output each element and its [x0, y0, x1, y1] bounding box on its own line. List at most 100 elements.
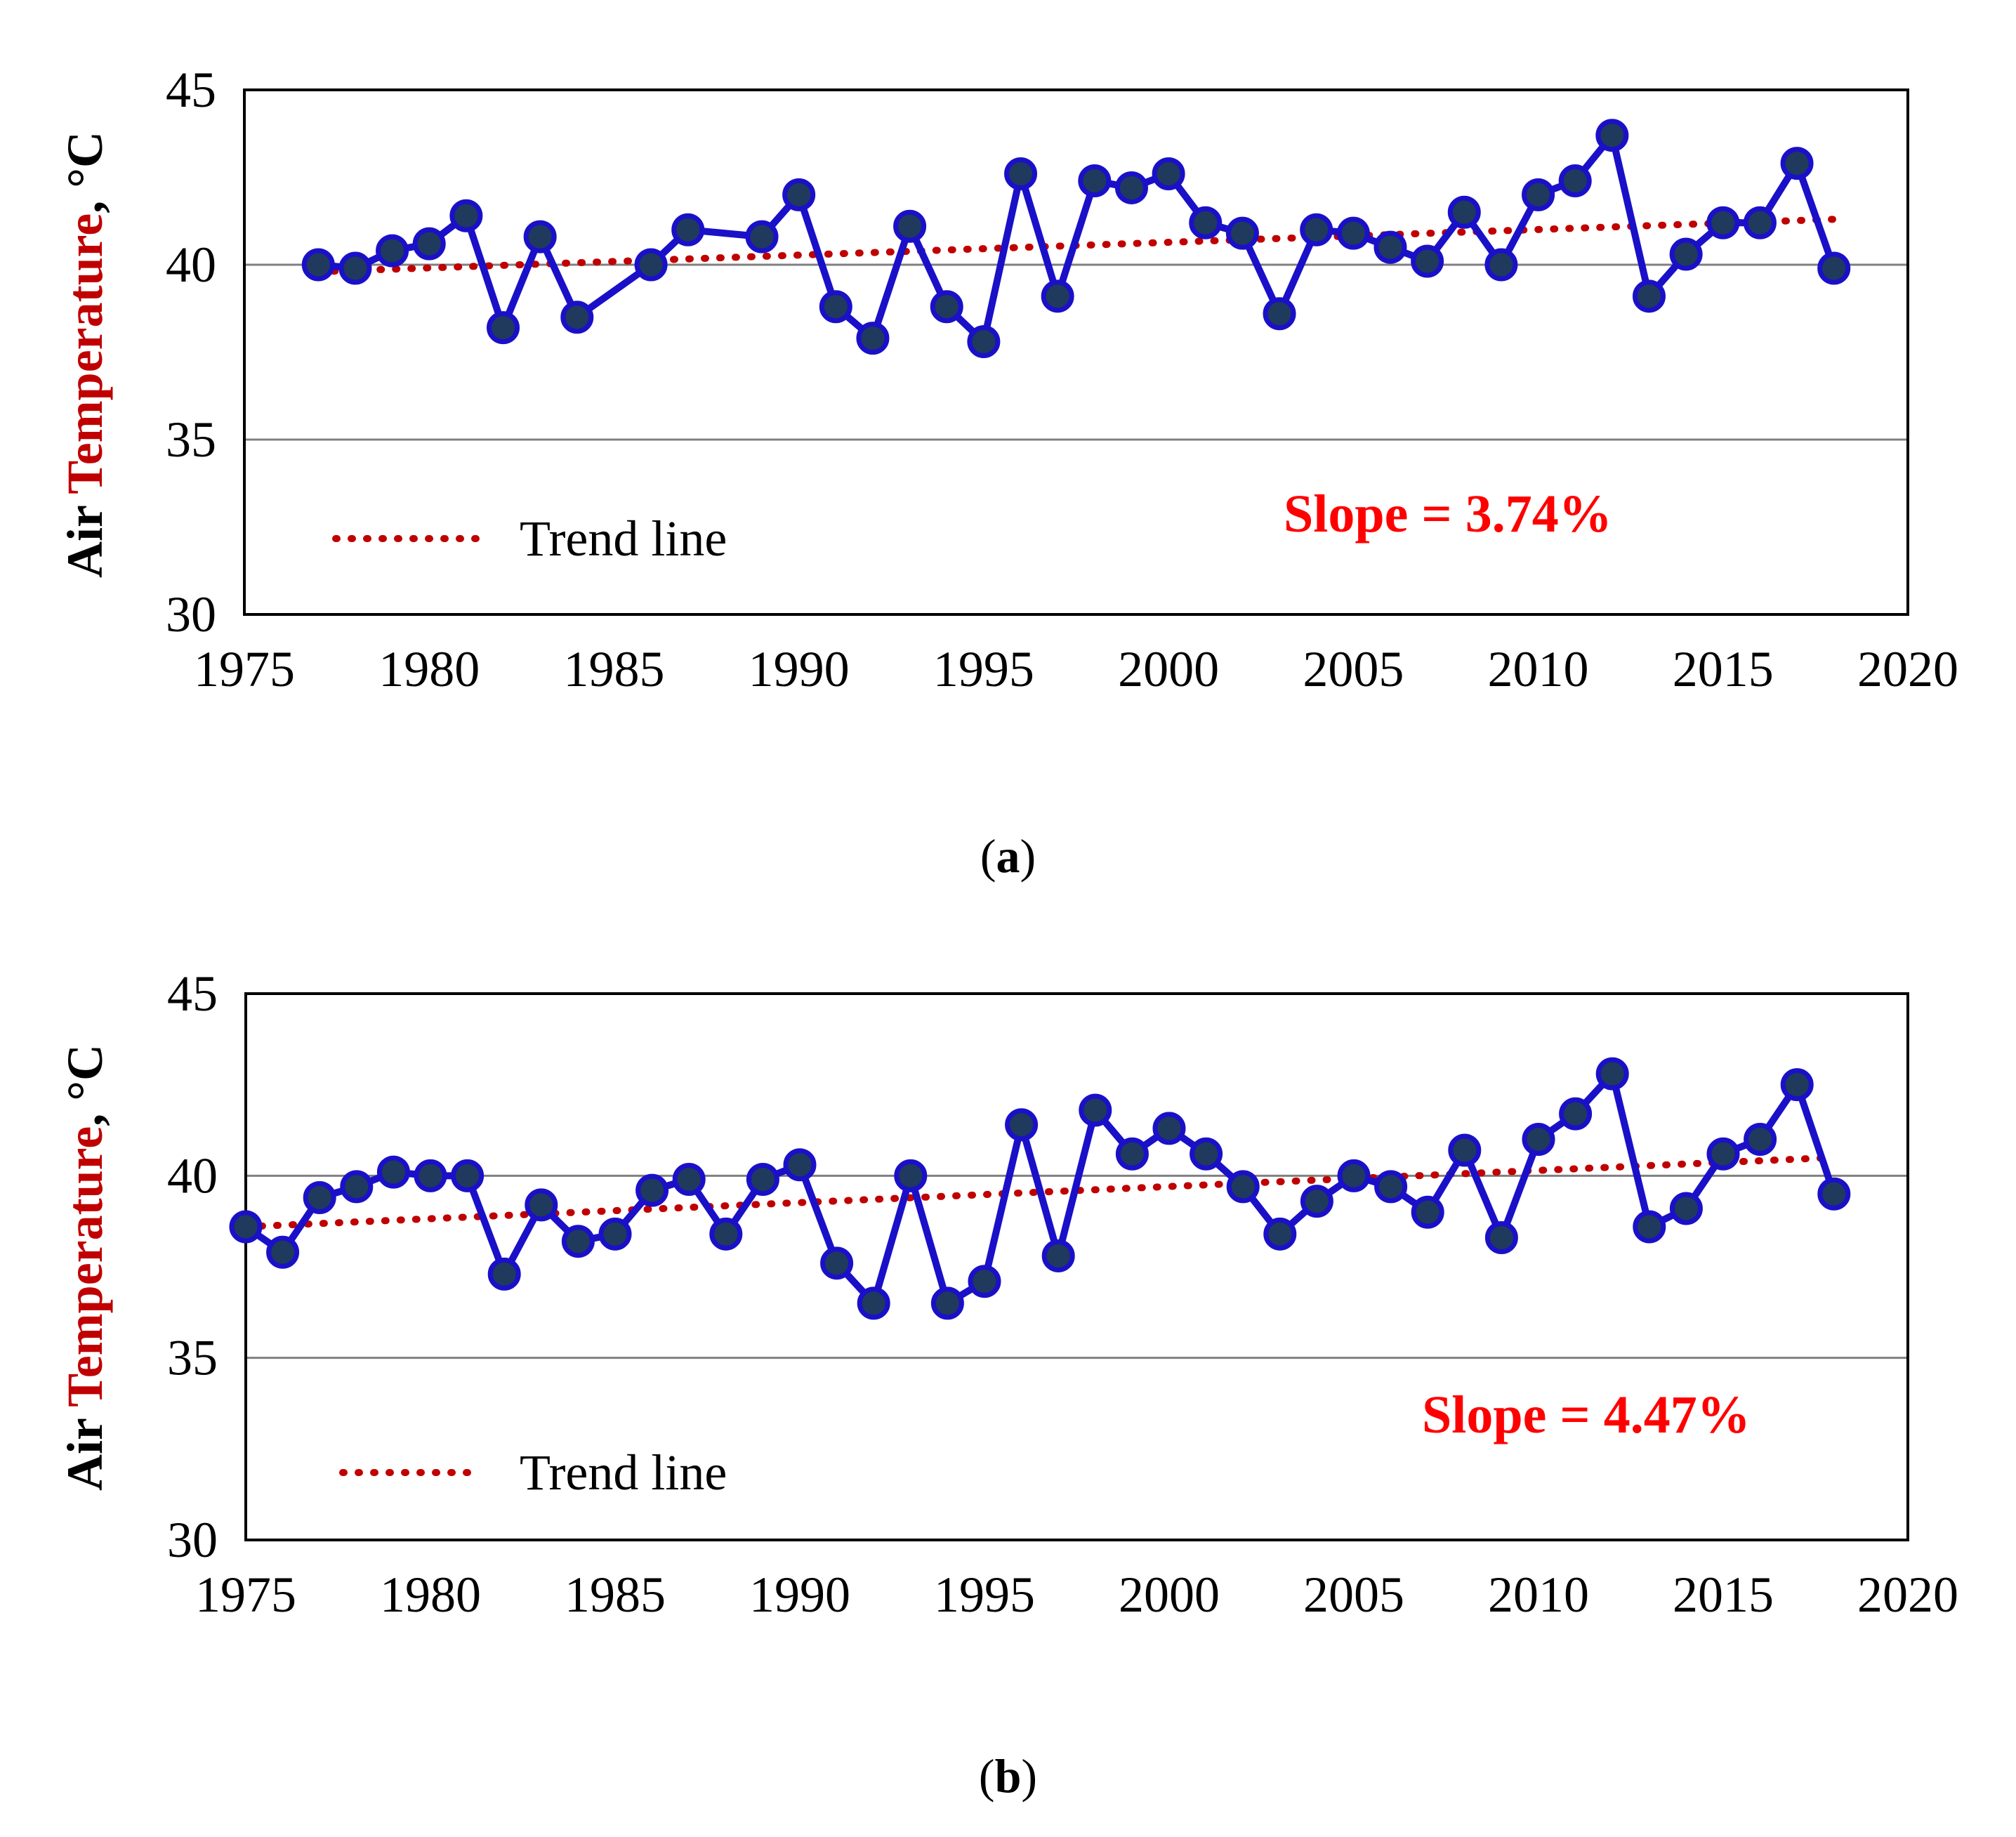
- chart-panel-b: 30 35 40 45 1975 1980 1985 1990 1995 2000 2005 201…: [0, 913, 2016, 1837]
- y-axis-label-a: Air Temperature, °C: [57, 131, 113, 578]
- data-point: [1558, 164, 1592, 197]
- data-point: [1374, 1170, 1408, 1204]
- data-point: [857, 1286, 890, 1320]
- y-tick-label: 35: [166, 411, 216, 468]
- x-tick-label: 1995: [933, 641, 1034, 697]
- data-point: [451, 1159, 485, 1192]
- data-point: [1115, 1137, 1149, 1171]
- data-point: [303, 1180, 336, 1214]
- chart-b-svg: 30 35 40 45 1975 1980 1985 1990 1995 2000 2005 201…: [57, 966, 1958, 1623]
- plot-frame-a: [243, 88, 1909, 616]
- y-axis-label-part: , °C: [57, 131, 113, 213]
- data-point: [967, 325, 1001, 359]
- data-point: [414, 1159, 447, 1192]
- data-point: [1300, 1185, 1333, 1218]
- data-point: [1743, 206, 1777, 239]
- data-point: [412, 227, 446, 261]
- data-point: [523, 220, 557, 254]
- data-point: [338, 251, 372, 285]
- x-tick-label: 2000: [1118, 641, 1219, 697]
- data-point: [1706, 1137, 1740, 1171]
- y-axis-label-part: , °C: [57, 1044, 113, 1126]
- data-point: [1633, 1210, 1666, 1244]
- data-point: [1190, 1137, 1223, 1171]
- caption-a: (a): [980, 829, 1036, 883]
- x-tick-label: 2010: [1488, 1567, 1589, 1623]
- y-tick-label: 40: [166, 237, 216, 293]
- x-tick-label: 2005: [1303, 641, 1404, 697]
- y-tick-label: 35: [167, 1330, 218, 1386]
- x-tick-label: 1980: [380, 1567, 481, 1623]
- data-point: [266, 1235, 300, 1269]
- data-point: [487, 311, 520, 345]
- x-tick-label: 1975: [194, 641, 295, 697]
- x-tick-label: 2020: [1857, 1567, 1958, 1623]
- y-axis-label-part: Temperature: [57, 1126, 113, 1407]
- data-point: [1559, 1097, 1593, 1131]
- data-point: [1447, 195, 1481, 229]
- data-point: [1484, 1221, 1518, 1255]
- data-point: [376, 234, 409, 268]
- data-point: [745, 220, 779, 254]
- data-point: [487, 1257, 521, 1291]
- data-point: [229, 1210, 263, 1244]
- slope-label-a: Slope = 3.74%: [1284, 485, 1612, 544]
- y-tick-label: 40: [167, 1147, 218, 1204]
- x-tick-label: 2020: [1857, 641, 1958, 697]
- data-point: [1152, 157, 1185, 191]
- data-point: [968, 1265, 1001, 1298]
- x-ticks-a: 1975 1980 1985 1990 1995 2000 2005 2010 2015 2020: [194, 641, 1958, 697]
- data-point: [301, 248, 335, 282]
- x-tick-label: 2000: [1119, 1567, 1220, 1623]
- x-tick-label: 2005: [1303, 1567, 1404, 1623]
- data-point: [1226, 1170, 1260, 1204]
- plot-frame-b: [244, 992, 1909, 1541]
- data-point: [1337, 1159, 1371, 1192]
- data-point: [1448, 1133, 1482, 1167]
- y-axis-label-part: Air: [57, 494, 113, 578]
- data-point: [1078, 164, 1112, 197]
- data-point: [671, 213, 705, 246]
- legend-label-a: Trend line: [520, 511, 727, 567]
- y-tick-label: 30: [167, 1512, 218, 1568]
- x-tick-label: 1990: [749, 641, 850, 697]
- data-point: [1114, 171, 1148, 204]
- data-point: [1041, 1239, 1075, 1272]
- data-point: [525, 1188, 558, 1222]
- data-point: [1706, 206, 1740, 239]
- data-point: [1817, 1177, 1851, 1211]
- data-point: [709, 1217, 743, 1251]
- x-tick-label: 1995: [934, 1567, 1035, 1623]
- data-point: [893, 209, 927, 243]
- data-point: [1669, 1192, 1703, 1225]
- data-point: [1780, 1068, 1814, 1102]
- data-point: [1041, 279, 1074, 313]
- data-point: [820, 1246, 854, 1280]
- data-point: [1484, 248, 1518, 282]
- data-point: [782, 178, 816, 211]
- y-tick-label: 30: [166, 586, 216, 643]
- x-tick-label: 1980: [378, 641, 480, 697]
- data-markers-b: [229, 1057, 1851, 1320]
- data-point: [1522, 1122, 1555, 1156]
- data-point: [672, 1163, 706, 1197]
- data-point: [561, 1225, 595, 1258]
- data-point: [1595, 1057, 1629, 1091]
- data-point: [1780, 147, 1814, 180]
- x-tick-label: 1990: [749, 1567, 850, 1623]
- data-point: [1336, 216, 1370, 250]
- y-tick-label: 45: [166, 62, 216, 118]
- caption-letter-b: b: [994, 1749, 1022, 1803]
- x-tick-label: 2015: [1673, 1567, 1774, 1623]
- data-point: [1817, 251, 1851, 285]
- chart-panel-a: 30 35 40 45 1975 1980 1985 1990 1995 2000 2005 201…: [0, 0, 2016, 913]
- data-point: [340, 1170, 374, 1204]
- data-point: [1744, 1122, 1777, 1156]
- data-point: [1005, 1108, 1039, 1142]
- data-point: [1632, 279, 1666, 313]
- data-point: [1079, 1093, 1112, 1127]
- x-tick-label: 1985: [563, 641, 664, 697]
- data-point: [1595, 119, 1629, 152]
- caption-letter-a: a: [996, 829, 1020, 883]
- data-point: [1411, 1195, 1444, 1229]
